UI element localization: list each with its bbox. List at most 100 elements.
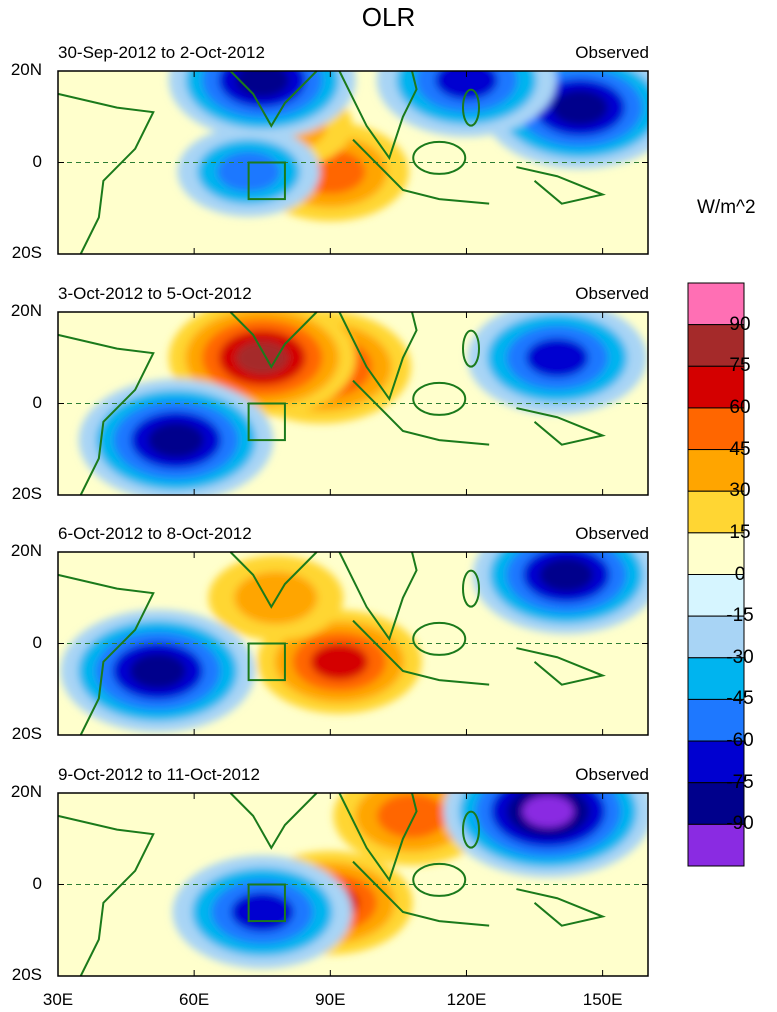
- colorbar-swatch: [687, 532, 745, 575]
- colorbar-swatch: [687, 615, 745, 659]
- y-tick-label: 0: [32, 392, 42, 412]
- anomaly-contour: [526, 338, 589, 378]
- map-panel-3: [57, 551, 649, 736]
- colorbar-swatch: [687, 782, 745, 825]
- study-region-box: [247, 642, 286, 682]
- colorbar-label: -90: [726, 813, 754, 835]
- coastline: [352, 379, 490, 446]
- anomaly-contour: [310, 643, 369, 680]
- coastline: [57, 92, 155, 255]
- map-panel-4: [57, 792, 649, 977]
- x-tick-label: 60E: [179, 990, 210, 1009]
- coastline: [338, 311, 418, 402]
- colorbar-swatch: [687, 365, 745, 409]
- coastline: [338, 70, 418, 161]
- coastline: [516, 407, 606, 446]
- anomaly-contour: [377, 793, 447, 838]
- chart-title: OLR: [361, 2, 416, 32]
- colorbar-swatch: [687, 324, 745, 367]
- coastline: [57, 573, 155, 736]
- panel-date-range: 6-Oct-2012 to 8-Oct-2012: [58, 524, 252, 543]
- anomaly-contour: [435, 71, 498, 100]
- coastline-borneo: [412, 381, 467, 416]
- panel-date-range: 9-Oct-2012 to 11-Oct-2012: [58, 765, 260, 784]
- y-tick-label: 0: [32, 632, 42, 652]
- panel-observed-tag: Observed: [575, 43, 649, 62]
- colorbar-swatch: [687, 490, 745, 534]
- colorbar-label: 60: [729, 396, 751, 418]
- colorbar-swatch: [687, 740, 745, 784]
- anomaly-contour: [235, 340, 289, 375]
- coastline: [229, 792, 318, 850]
- coastline: [516, 166, 606, 205]
- panel-observed-tag: Observed: [575, 524, 649, 543]
- coastline: [229, 551, 318, 609]
- coastline-philippines: [462, 329, 480, 368]
- coastline: [57, 333, 155, 496]
- coastline: [352, 619, 490, 686]
- colorbar-label: 15: [729, 521, 751, 543]
- coastline: [57, 814, 155, 977]
- coastline: [229, 311, 318, 369]
- anomaly-contour: [539, 558, 594, 592]
- colorbar-swatch: [687, 407, 745, 451]
- coastline: [516, 888, 606, 927]
- y-tick-label: 20N: [10, 782, 42, 801]
- anomaly-contour: [522, 795, 574, 828]
- y-tick-label: 0: [32, 151, 42, 171]
- x-tick-label: 150E: [582, 990, 623, 1009]
- colorbar-label: -15: [726, 605, 754, 627]
- colorbar-label: 0: [734, 563, 746, 585]
- colorbar-label: 45: [729, 438, 751, 460]
- y-tick-label: 20N: [10, 301, 42, 320]
- coastline: [352, 860, 490, 927]
- colorbar-label: -60: [726, 730, 754, 752]
- colorbar-label: -30: [726, 646, 754, 668]
- coastline: [338, 792, 418, 883]
- anomaly-contour: [148, 422, 204, 458]
- x-tick-label: 90E: [315, 990, 346, 1009]
- colorbar-swatch: [687, 657, 745, 700]
- coastline-philippines: [462, 88, 480, 127]
- map-panel-2: [57, 311, 649, 496]
- colorbar-label: -45: [726, 688, 754, 710]
- colorbar-swatch: [687, 449, 745, 492]
- colorbar-swatch: [687, 823, 745, 867]
- colorbar-swatch: [687, 574, 745, 617]
- anomaly-contour: [235, 71, 289, 97]
- panel-observed-tag: Observed: [575, 284, 649, 303]
- study-region-box: [247, 883, 286, 923]
- map-panel-1: [57, 70, 649, 255]
- colorbar-label: -75: [726, 771, 754, 793]
- x-tick-label: 120E: [446, 990, 487, 1009]
- panel-date-range: 30-Sep-2012 to 2-Oct-2012: [58, 43, 265, 62]
- coastline-borneo: [412, 621, 467, 656]
- y-tick-label: 20S: [11, 724, 42, 743]
- coastline: [352, 138, 490, 205]
- y-tick-label: 20S: [11, 243, 42, 262]
- study-region-box: [247, 402, 286, 442]
- coastline-philippines: [462, 569, 480, 608]
- coastline-borneo: [412, 862, 467, 897]
- study-region-box: [247, 161, 286, 201]
- coastline: [229, 70, 318, 128]
- colorbar-swatch: [687, 282, 745, 326]
- colorbar-label: 75: [729, 355, 751, 377]
- y-tick-label: 20S: [11, 965, 42, 984]
- coastline: [338, 551, 418, 642]
- colorbar-label: 90: [729, 313, 751, 335]
- y-tick-label: 20S: [11, 484, 42, 503]
- colorbar-units: W/m^2: [697, 197, 756, 218]
- anomaly-contour: [130, 653, 186, 689]
- y-tick-label: 20N: [10, 541, 42, 560]
- colorbar-swatch: [687, 698, 745, 742]
- y-tick-label: 20N: [10, 60, 42, 79]
- panel-observed-tag: Observed: [575, 765, 649, 784]
- coastline-philippines: [462, 810, 480, 849]
- panel-date-range: 3-Oct-2012 to 5-Oct-2012: [58, 284, 252, 303]
- coastline-borneo: [412, 140, 467, 175]
- colorbar-label: 30: [729, 480, 751, 502]
- y-tick-label: 0: [32, 873, 42, 893]
- coastline: [516, 647, 606, 686]
